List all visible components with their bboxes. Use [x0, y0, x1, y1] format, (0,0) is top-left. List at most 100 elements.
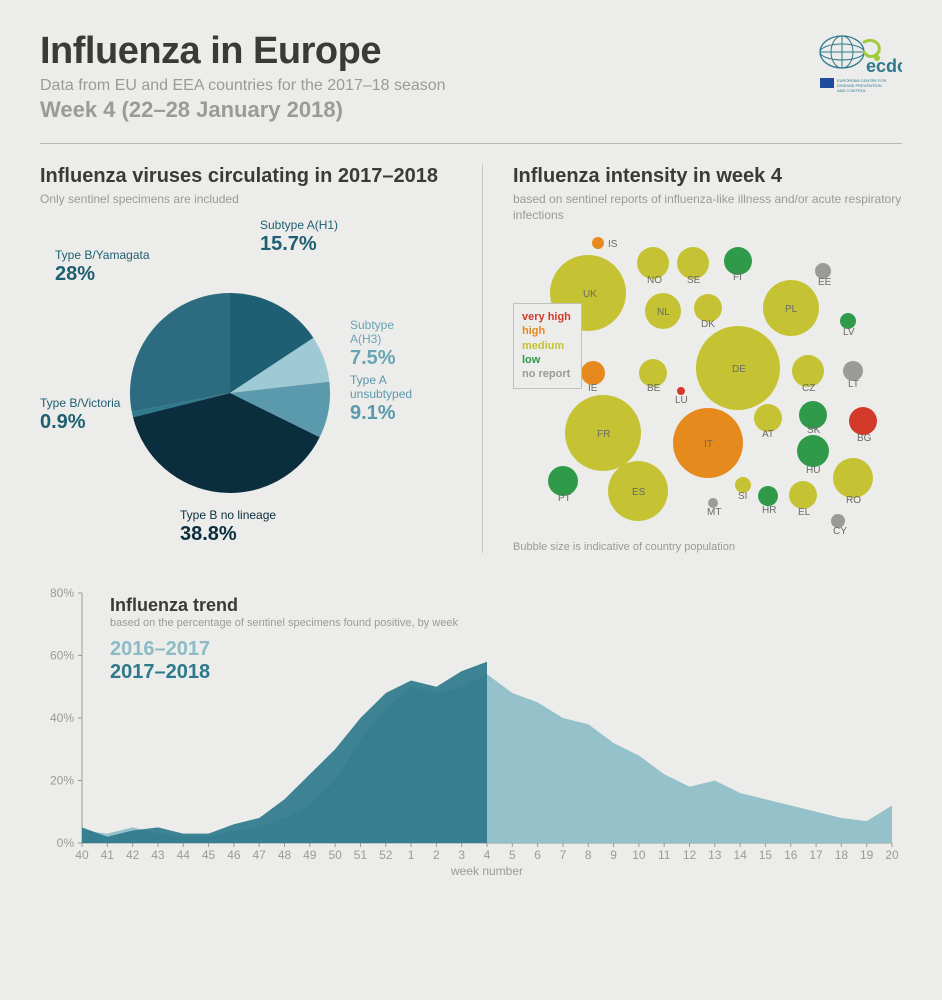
- svg-text:43: 43: [151, 848, 165, 862]
- svg-text:48: 48: [278, 848, 292, 862]
- svg-text:IT: IT: [704, 439, 713, 450]
- svg-text:IS: IS: [608, 239, 618, 250]
- svg-text:50: 50: [328, 848, 342, 862]
- svg-text:15: 15: [759, 848, 773, 862]
- svg-text:UK: UK: [583, 289, 597, 300]
- panels-row: Influenza viruses circulating in 2017–20…: [40, 164, 902, 553]
- svg-text:40: 40: [75, 848, 89, 862]
- svg-text:HU: HU: [806, 465, 820, 476]
- pie-slice-label: Type B/Victoria0.9%: [40, 396, 120, 434]
- pie-panel: Influenza viruses circulating in 2017–20…: [40, 164, 452, 553]
- pie-title: Influenza viruses circulating in 2017–20…: [40, 164, 452, 188]
- svg-text:SK: SK: [807, 425, 821, 436]
- trend-header: Influenza trend based on the percentage …: [110, 595, 458, 684]
- svg-text:BG: BG: [857, 433, 872, 444]
- svg-text:SI: SI: [738, 491, 747, 502]
- svg-text:42: 42: [126, 848, 140, 862]
- svg-text:4: 4: [484, 848, 491, 862]
- trend-legend: 2016–2017 2017–2018: [110, 638, 458, 684]
- svg-text:PT: PT: [558, 493, 571, 504]
- pie-slice-label: Type A unsubtyped9.1%: [350, 373, 420, 426]
- trend-legend-prev: 2016–2017: [110, 638, 458, 661]
- svg-text:LV: LV: [843, 327, 855, 338]
- svg-text:9: 9: [610, 848, 617, 862]
- svg-text:47: 47: [253, 848, 267, 862]
- svg-text:10: 10: [632, 848, 646, 862]
- legend-item: very high: [522, 310, 571, 324]
- divider: [40, 143, 902, 144]
- svg-text:14: 14: [733, 848, 747, 862]
- svg-text:16: 16: [784, 848, 798, 862]
- trend-panel: 0%20%40%60%80%40414243444546474849505152…: [40, 583, 902, 883]
- page-title: Influenza in Europe: [40, 30, 812, 73]
- svg-text:20%: 20%: [50, 774, 74, 788]
- svg-text:41: 41: [101, 848, 115, 862]
- svg-text:49: 49: [303, 848, 317, 862]
- svg-text:PL: PL: [785, 304, 798, 315]
- ecdc-logo: ecdcEUROPEAN CENTRE FORDISEASE PREVENTIO…: [812, 30, 902, 100]
- svg-text:1: 1: [408, 848, 415, 862]
- svg-text:6: 6: [534, 848, 541, 862]
- svg-text:11: 11: [658, 848, 671, 862]
- pie-slice-label: Subtype A(H1)15.7%: [260, 218, 338, 256]
- pie-slice-label: Type B no lineage38.8%: [180, 508, 276, 546]
- svg-text:EE: EE: [818, 277, 832, 288]
- svg-text:CY: CY: [833, 526, 847, 537]
- svg-text:51: 51: [354, 848, 368, 862]
- legend-item: medium: [522, 339, 571, 353]
- svg-text:EL: EL: [798, 507, 811, 518]
- header: Influenza in Europe Data from EU and EEA…: [40, 30, 902, 123]
- svg-text:80%: 80%: [50, 586, 74, 600]
- svg-text:45: 45: [202, 848, 216, 862]
- week-line: Week 4 (22–28 January 2018): [40, 97, 812, 123]
- svg-text:DE: DE: [732, 364, 746, 375]
- header-text: Influenza in Europe Data from EU and EEA…: [40, 30, 812, 123]
- svg-text:DK: DK: [701, 319, 715, 330]
- svg-text:0%: 0%: [57, 836, 75, 850]
- svg-text:SE: SE: [687, 275, 701, 286]
- pie-subtitle: Only sentinel specimens are included: [40, 192, 452, 208]
- svg-text:44: 44: [177, 848, 191, 862]
- svg-text:AT: AT: [762, 429, 774, 440]
- bubble-title: Influenza intensity in week 4: [513, 164, 902, 188]
- svg-text:7: 7: [560, 848, 567, 862]
- svg-text:ES: ES: [632, 487, 646, 498]
- svg-text:40%: 40%: [50, 711, 74, 725]
- svg-text:52: 52: [379, 848, 393, 862]
- svg-text:MT: MT: [707, 507, 721, 518]
- trend-title: Influenza trend: [110, 595, 458, 616]
- svg-text:3: 3: [458, 848, 465, 862]
- svg-text:LU: LU: [675, 395, 688, 406]
- svg-text:ecdc: ecdc: [866, 56, 902, 76]
- svg-text:LT: LT: [848, 379, 859, 390]
- trend-legend-curr: 2017–2018: [110, 661, 458, 684]
- pie-chart: Subtype A(H1)15.7%Subtype A(H3)7.5%Type …: [40, 218, 420, 538]
- svg-text:NO: NO: [647, 275, 662, 286]
- trend-subtitle-text: based on the percentage of sentinel spec…: [110, 617, 458, 629]
- svg-text:2: 2: [433, 848, 440, 862]
- pie-slice-label: Subtype A(H3)7.5%: [350, 318, 420, 371]
- svg-text:18: 18: [835, 848, 849, 862]
- svg-text:week number: week number: [450, 864, 523, 878]
- page-subtitle: Data from EU and EEA countries for the 2…: [40, 77, 812, 95]
- svg-text:13: 13: [708, 848, 722, 862]
- svg-text:IE: IE: [588, 383, 598, 394]
- svg-text:17: 17: [809, 848, 823, 862]
- svg-text:HR: HR: [762, 505, 776, 516]
- svg-text:AND CONTROL: AND CONTROL: [837, 88, 867, 93]
- svg-text:60%: 60%: [50, 649, 74, 663]
- trend-subtitle: based on the percentage of sentinel spec…: [110, 616, 458, 630]
- svg-text:BE: BE: [647, 383, 661, 394]
- bubble-legend: very highhighmediumlowno report: [513, 303, 582, 388]
- svg-text:46: 46: [227, 848, 241, 862]
- legend-item: no report: [522, 367, 571, 381]
- svg-text:19: 19: [860, 848, 874, 862]
- svg-text:FR: FR: [597, 429, 610, 440]
- svg-text:NL: NL: [657, 307, 670, 318]
- svg-text:8: 8: [585, 848, 592, 862]
- svg-text:12: 12: [683, 848, 697, 862]
- svg-text:FI: FI: [733, 272, 742, 283]
- svg-text:20: 20: [885, 848, 899, 862]
- legend-item: low: [522, 353, 571, 367]
- pie-slice-label: Type B/Yamagata28%: [55, 248, 150, 286]
